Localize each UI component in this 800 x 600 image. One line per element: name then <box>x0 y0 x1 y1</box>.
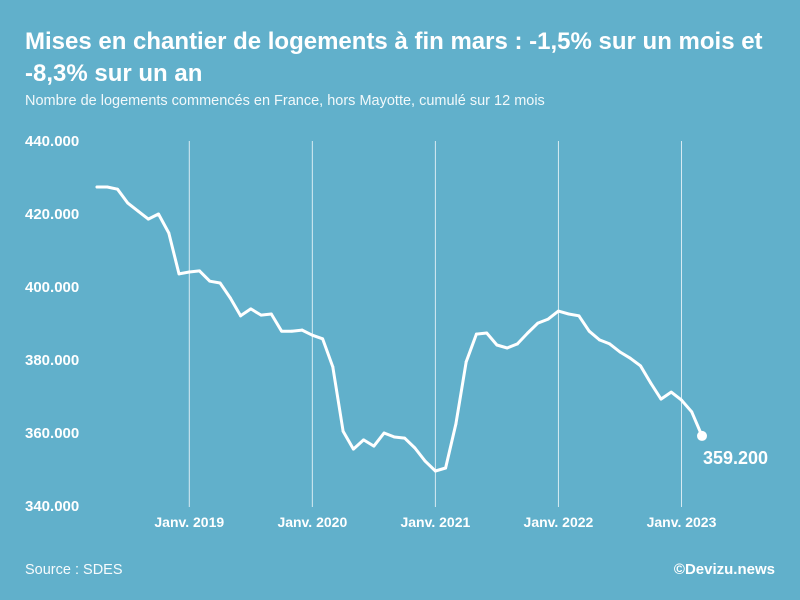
data-point <box>608 342 612 346</box>
data-point <box>557 309 560 313</box>
chart-subtitle: Nombre de logements commencés en France,… <box>25 93 545 109</box>
data-point <box>362 438 366 442</box>
data-point <box>249 307 253 311</box>
data-point <box>505 346 509 350</box>
data-point <box>680 398 683 402</box>
y-tick-label: 400.000 <box>25 279 79 296</box>
x-tick-labels: Janv. 2019 Janv. 2020 Janv. 2021 Janv. 2022… <box>154 514 716 530</box>
data-point <box>454 422 458 426</box>
data-point <box>382 431 386 435</box>
y-tick-label: 340.000 <box>25 498 79 515</box>
data-point <box>136 209 140 213</box>
data-point <box>198 269 201 273</box>
data-point <box>310 333 314 337</box>
data-point <box>690 410 694 414</box>
data-point <box>269 312 273 316</box>
data-point <box>95 185 99 189</box>
data-point <box>167 231 171 235</box>
data-point <box>649 381 653 385</box>
series-layer <box>95 185 707 473</box>
data-point <box>208 279 212 283</box>
data-point <box>495 343 499 347</box>
data-point <box>239 314 242 318</box>
x-tick-label: Janv. 2019 <box>154 514 224 530</box>
data-point <box>392 435 396 439</box>
x-tick-label: Janv. 2022 <box>524 514 594 530</box>
data-point <box>126 201 130 205</box>
data-point <box>598 338 601 342</box>
data-point <box>413 446 417 450</box>
data-point <box>116 187 119 191</box>
data-point <box>280 329 283 333</box>
data-point <box>341 429 345 433</box>
data-point <box>567 312 571 316</box>
data-point <box>187 270 191 274</box>
data-point <box>546 317 550 321</box>
credit-note: ©Devizu.news <box>673 561 775 578</box>
data-point <box>628 356 632 360</box>
y-tick-label: 420.000 <box>25 206 79 223</box>
x-gridlines <box>188 141 682 507</box>
x-tick-label: Janv. 2021 <box>400 514 470 530</box>
data-point <box>403 436 407 440</box>
y-tick-label: 380.000 <box>25 352 79 369</box>
data-point <box>464 360 468 364</box>
data-point <box>587 329 591 333</box>
data-point <box>351 447 355 451</box>
data-point <box>669 390 673 394</box>
last-point-marker <box>697 430 707 441</box>
x-tick-label: Janv. 2023 <box>647 514 717 530</box>
series-line <box>95 185 704 473</box>
data-point <box>475 332 478 336</box>
data-point <box>526 331 530 335</box>
data-point <box>300 328 304 332</box>
data-point <box>639 364 642 368</box>
y-tick-labels: 440.000 420.000 400.000 380.000 360.000 340.0… <box>25 133 79 515</box>
y-tick-label: 440.000 <box>25 133 79 150</box>
data-point <box>536 321 540 325</box>
data-point <box>177 272 181 276</box>
x-tick-label: Janv. 2020 <box>277 514 347 530</box>
data-point <box>228 296 232 300</box>
data-point <box>321 337 324 341</box>
data-point <box>659 397 663 401</box>
data-point <box>618 350 622 354</box>
data-point <box>218 281 222 285</box>
data-point <box>105 185 109 189</box>
data-point <box>259 313 263 317</box>
data-point <box>577 314 581 318</box>
data-point <box>516 342 519 346</box>
data-point <box>290 329 294 333</box>
data-point <box>146 217 150 221</box>
chart-title: Mises en chantier de logements à fin mar… <box>25 28 763 87</box>
data-point <box>444 466 448 470</box>
data-point <box>331 365 335 369</box>
source-note: Source : SDES <box>25 562 123 578</box>
y-tick-label: 360.000 <box>25 425 79 442</box>
last-value-label: 359.200 <box>703 448 768 468</box>
data-point <box>372 444 376 448</box>
data-point <box>423 459 427 463</box>
data-point <box>485 331 489 335</box>
data-point <box>157 212 160 216</box>
data-point <box>433 469 437 473</box>
data-labels: 359.200 <box>703 448 768 468</box>
